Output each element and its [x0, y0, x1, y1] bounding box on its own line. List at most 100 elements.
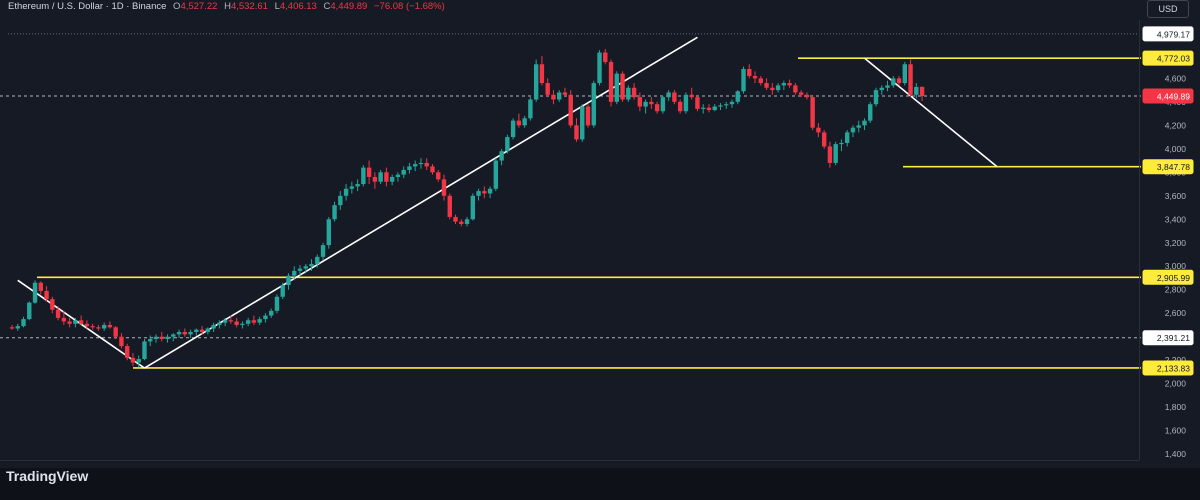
candle — [718, 103, 723, 111]
candle-body — [90, 326, 95, 328]
candle — [528, 97, 533, 121]
candle-body — [775, 85, 781, 91]
candle — [211, 322, 216, 333]
candle — [9, 324, 15, 330]
price-label-box — [1142, 26, 1194, 42]
symbol-title[interactable]: Ethereum / U.S. Dollar · 1D · Binance — [8, 1, 167, 12]
candle — [568, 90, 573, 128]
candle — [839, 139, 844, 152]
candle-body — [464, 219, 470, 224]
y-tick-label: 3,200 — [1165, 238, 1187, 248]
currency-button[interactable]: USD — [1147, 0, 1189, 18]
candle — [862, 118, 867, 131]
high-value: 4,532.61 — [230, 1, 268, 12]
candle — [885, 80, 890, 92]
price-labels-layer: 4,979.17 4,772.03 4,449.89 3,847.78 2,905.99… — [1142, 26, 1194, 376]
candle — [603, 49, 608, 65]
candle-body — [677, 101, 683, 112]
candle — [32, 280, 38, 304]
candle-body — [660, 97, 666, 112]
candle — [389, 174, 395, 186]
brand-logo: TradingView — [6, 468, 89, 484]
candle — [338, 191, 343, 210]
candle-body — [798, 92, 804, 95]
time-axis-divider — [0, 460, 1139, 461]
candle-body — [315, 256, 320, 264]
price-label-text: 3,847.78 — [1157, 162, 1190, 172]
candle-body — [528, 99, 533, 119]
candle — [407, 162, 412, 174]
price-axis: 1,4001,6001,8002,0002,2002,4002,6002,800… — [1165, 50, 1187, 459]
candle-body — [574, 125, 579, 140]
candle-body — [597, 52, 602, 84]
candle — [44, 286, 49, 302]
candle-body — [257, 319, 262, 323]
candle — [770, 83, 775, 95]
candle — [424, 158, 429, 170]
candle-body — [568, 94, 573, 126]
candle-body — [856, 125, 861, 128]
candle-body — [361, 167, 366, 185]
low-value: 4,406.13 — [279, 1, 317, 12]
candle — [194, 328, 199, 336]
candle-body — [666, 92, 671, 98]
candle-body — [274, 296, 280, 311]
candle-body — [499, 151, 504, 161]
price-label-text: 2,133.83 — [1157, 363, 1190, 373]
candle — [15, 323, 20, 331]
candle — [61, 310, 67, 325]
candle — [96, 324, 101, 331]
price-label: 4,979.17 — [1142, 26, 1194, 42]
candle-body — [482, 191, 487, 194]
candle — [113, 326, 118, 340]
candle — [78, 315, 84, 325]
price-label-text: 2,905.99 — [1157, 273, 1190, 283]
candle — [303, 263, 308, 274]
price-label-box — [1142, 360, 1194, 376]
candle-body — [251, 320, 257, 323]
candle-body — [672, 92, 677, 102]
price-label-text: 4,449.89 — [1157, 91, 1190, 101]
candle-body — [891, 78, 896, 86]
candle-body — [234, 321, 239, 325]
candle-body — [845, 132, 850, 143]
candle — [764, 78, 769, 91]
candle-body — [631, 87, 637, 98]
candle-body — [32, 282, 38, 303]
candle-body — [107, 324, 113, 328]
candle-body — [701, 107, 706, 109]
y-tick-label: 1,400 — [1165, 449, 1187, 459]
candle — [165, 334, 170, 343]
price-axis-divider — [1139, 20, 1140, 460]
candle — [654, 101, 660, 114]
candle — [217, 320, 222, 329]
candle — [787, 79, 792, 88]
candle — [263, 313, 268, 323]
candle-body — [614, 73, 619, 102]
candle — [361, 165, 366, 187]
candle-body — [850, 127, 856, 133]
candle — [781, 80, 787, 91]
candle-body — [505, 137, 510, 152]
candle-body — [683, 94, 689, 112]
candle-body — [119, 336, 124, 347]
candle-body — [580, 106, 585, 140]
candle — [366, 160, 372, 185]
candle-body — [355, 184, 360, 187]
candle — [286, 273, 291, 290]
candle-body — [349, 186, 355, 189]
y-tick-label: 1,600 — [1165, 426, 1187, 436]
candle-body — [125, 346, 130, 358]
candle-body — [269, 310, 274, 316]
candle — [280, 282, 285, 300]
y-tick-label: 4,000 — [1165, 144, 1187, 154]
candle — [269, 308, 274, 318]
candle-body — [436, 172, 441, 180]
candle-body — [326, 219, 331, 246]
candle — [27, 301, 32, 321]
price-label-box — [1142, 269, 1194, 285]
candle-body — [182, 332, 187, 335]
candle — [459, 219, 464, 227]
